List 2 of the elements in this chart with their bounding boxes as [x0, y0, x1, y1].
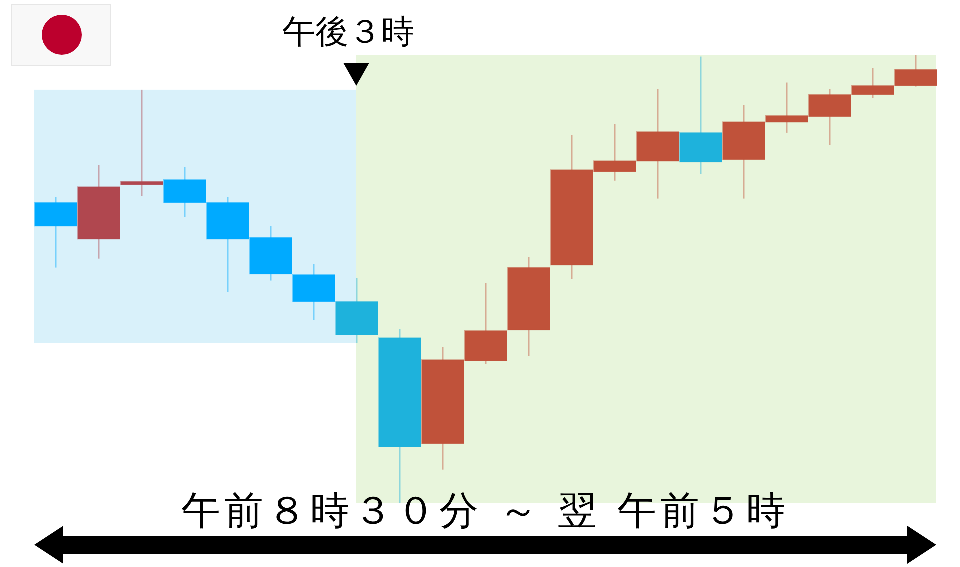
annotation: 午前８時３０分 ～ 翌 午前５時 — [181, 489, 790, 534]
text: 午後３時 — [282, 12, 414, 51]
